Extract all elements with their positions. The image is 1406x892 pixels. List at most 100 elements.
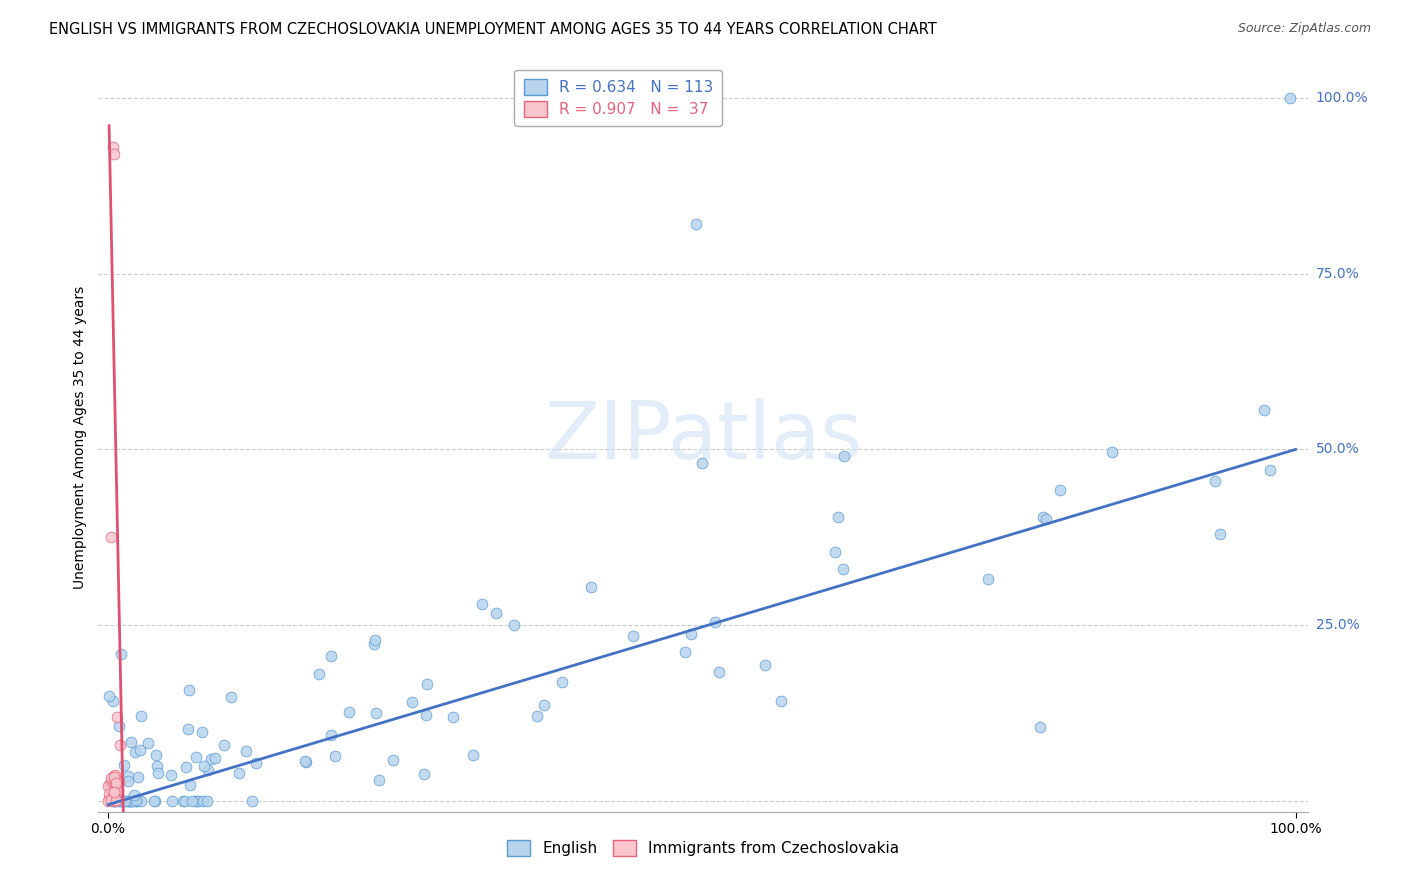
Point <box>108 794 131 808</box>
Point <box>551 674 574 689</box>
Point <box>193 759 215 773</box>
Point <box>122 789 145 803</box>
Point <box>114 794 136 808</box>
Point <box>1204 474 1226 488</box>
Point <box>103 775 125 789</box>
Point <box>100 793 122 807</box>
Point <box>127 794 149 808</box>
Text: 100.0%: 100.0% <box>1316 91 1368 104</box>
Text: 75.0%: 75.0% <box>1316 267 1360 280</box>
Point <box>159 767 181 781</box>
Point <box>401 695 423 709</box>
Point <box>441 710 464 724</box>
Point <box>98 787 121 801</box>
Point <box>308 666 330 681</box>
Point <box>129 794 152 808</box>
Point <box>103 769 125 783</box>
Point <box>415 708 437 723</box>
Point <box>526 709 548 723</box>
Point <box>124 794 146 808</box>
Point <box>172 794 194 808</box>
Point <box>703 615 725 629</box>
Point <box>104 777 127 791</box>
Point <box>104 776 127 790</box>
Point <box>204 751 226 765</box>
Point <box>174 760 197 774</box>
Point <box>685 217 707 231</box>
Point <box>107 783 129 797</box>
Point <box>245 756 267 770</box>
Point <box>381 754 404 768</box>
Point <box>181 794 204 808</box>
Point <box>832 562 855 576</box>
Point <box>124 745 146 759</box>
Point <box>179 778 201 792</box>
Point <box>579 581 602 595</box>
Point <box>107 710 129 724</box>
Point <box>1029 720 1052 734</box>
Point <box>98 777 121 791</box>
Point <box>100 530 122 544</box>
Point <box>977 572 1000 586</box>
Point <box>235 744 257 758</box>
Point <box>121 794 143 808</box>
Point <box>97 778 120 792</box>
Point <box>100 788 122 802</box>
Text: 50.0%: 50.0% <box>1316 442 1360 457</box>
Point <box>770 694 793 708</box>
Point <box>103 770 125 784</box>
Point <box>363 637 385 651</box>
Point <box>108 794 131 808</box>
Point <box>108 719 131 733</box>
Point <box>101 774 124 789</box>
Point <box>122 794 145 808</box>
Point <box>413 767 436 781</box>
Point <box>364 632 387 647</box>
Text: ENGLISH VS IMMIGRANTS FROM CZECHOSLOVAKIA UNEMPLOYMENT AMONG AGES 35 TO 44 YEARS: ENGLISH VS IMMIGRANTS FROM CZECHOSLOVAKI… <box>49 22 936 37</box>
Point <box>1253 403 1275 417</box>
Point <box>834 450 856 464</box>
Point <box>1032 510 1054 524</box>
Point <box>673 645 696 659</box>
Point <box>104 768 127 782</box>
Point <box>103 769 125 783</box>
Point <box>103 784 125 798</box>
Point <box>366 706 388 720</box>
Point <box>103 794 125 808</box>
Point <box>533 698 555 712</box>
Text: Source: ZipAtlas.com: Source: ZipAtlas.com <box>1237 22 1371 36</box>
Text: 25.0%: 25.0% <box>1316 618 1360 632</box>
Point <box>100 786 122 800</box>
Point <box>120 794 142 808</box>
Point <box>129 743 152 757</box>
Point <box>97 790 120 805</box>
Legend: English, Immigrants from Czechoslovakia: English, Immigrants from Czechoslovakia <box>499 833 907 864</box>
Point <box>1035 512 1057 526</box>
Point <box>191 794 214 808</box>
Point <box>754 657 776 672</box>
Point <box>105 780 128 795</box>
Point <box>101 789 124 804</box>
Point <box>197 763 219 777</box>
Point <box>127 770 149 784</box>
Point <box>104 794 127 808</box>
Point <box>98 689 121 703</box>
Point <box>101 789 124 803</box>
Y-axis label: Unemployment Among Ages 35 to 44 years: Unemployment Among Ages 35 to 44 years <box>73 285 87 589</box>
Point <box>177 722 200 736</box>
Point <box>114 794 136 808</box>
Point <box>323 748 346 763</box>
Point <box>471 598 494 612</box>
Point <box>368 773 391 788</box>
Point <box>97 794 120 808</box>
Point <box>177 682 200 697</box>
Point <box>294 756 316 770</box>
Point <box>145 747 167 762</box>
Point <box>118 794 141 808</box>
Point <box>461 747 484 762</box>
Point <box>105 794 128 808</box>
Point <box>1208 527 1230 541</box>
Point <box>129 708 152 723</box>
Point <box>103 140 125 154</box>
Point <box>503 618 526 632</box>
